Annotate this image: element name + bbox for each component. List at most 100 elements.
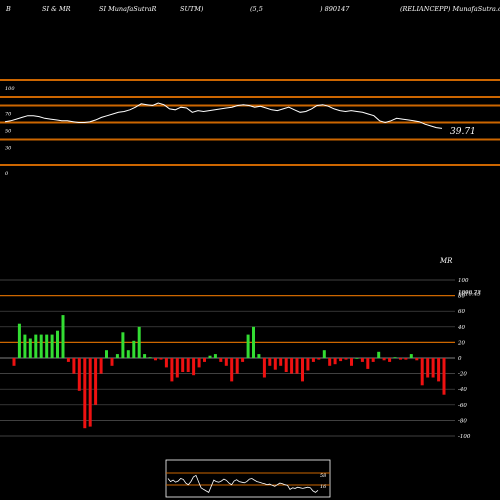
- mrsi-bar-positive: [115, 354, 119, 358]
- mrsi-bar-negative: [388, 358, 392, 362]
- mrsi-bar-positive: [132, 340, 136, 358]
- mrsi-bar-negative: [241, 358, 245, 362]
- mrsi-overlap-label: 1000.73: [458, 290, 481, 296]
- mrsi-bar-negative: [431, 358, 435, 378]
- mrsi-bar-negative: [72, 358, 76, 374]
- mrsi-bar-positive: [34, 334, 38, 358]
- mrsi-bar-positive: [322, 350, 326, 358]
- mrsi-bar-negative: [437, 358, 441, 382]
- rsi-tick-label: 30: [5, 146, 12, 152]
- mrsi-bar-negative: [181, 358, 185, 372]
- mrsi-bar-positive: [252, 326, 255, 358]
- mrsi-bar-negative: [420, 358, 424, 386]
- mrsi-bar-negative: [66, 358, 70, 362]
- mrsi-bar-positive: [377, 351, 381, 358]
- mrsi-tick-label: -100: [458, 434, 471, 440]
- mrsi-bar-negative: [262, 358, 266, 378]
- mrsi-bar-negative: [442, 358, 446, 395]
- mrsi-bar-positive: [355, 358, 359, 359]
- mrsi-bar-positive: [409, 354, 413, 358]
- mrsi-bar-positive: [143, 354, 147, 358]
- mrsi-bar-negative: [88, 358, 92, 427]
- mrsi-bar-positive: [137, 326, 141, 358]
- mrsi-bar-negative: [219, 358, 223, 362]
- mrsi-bar-negative: [295, 358, 299, 374]
- mrsi-bar-negative: [371, 358, 375, 362]
- rsi-panel: 100 70 50 30 0 39.71: [0, 79, 500, 177]
- mrsi-bar-negative: [99, 358, 103, 374]
- header-col-5: (5,5: [250, 5, 263, 13]
- mrsi-tick-label: -60: [458, 403, 467, 409]
- mrsi-bar-positive: [28, 338, 32, 358]
- mrsi-tick-label: 60: [458, 309, 465, 315]
- mrsi-panel: 100 80 60 40 20 0 -20 -40 -60 -80 -100 MR 1000.73101…: [0, 257, 481, 440]
- mrsi-bar-negative: [197, 358, 201, 368]
- mrsi-bar-positive: [148, 357, 152, 358]
- mrsi-bar-positive: [50, 334, 54, 358]
- mrsi-bar-positive: [61, 315, 65, 358]
- header-col-7: (RELIANCEPP) MunafaSutra.com: [400, 5, 500, 13]
- mrsi-bar-negative: [426, 358, 430, 378]
- mrsi-bar-positive: [213, 354, 217, 358]
- mrsi-bar-positive: [56, 330, 59, 358]
- mrsi-bar-negative: [154, 358, 157, 361]
- rsi-value-label: 39.71: [450, 127, 476, 137]
- mrsi-tick-label: -80: [458, 418, 467, 424]
- mrsi-bar-positive: [246, 334, 250, 358]
- mrsi-bar-negative: [12, 358, 16, 366]
- mrsi-bar-negative: [404, 358, 408, 360]
- mrsi-bar-negative: [175, 358, 179, 378]
- mrsi-bar-positive: [393, 357, 397, 358]
- mrsi-bar-negative: [366, 358, 370, 369]
- header-col-3: SI MunafaSutraR: [99, 5, 157, 13]
- mrsi-bar-negative: [284, 358, 288, 372]
- mrsi-bar-negative: [159, 358, 163, 360]
- mrsi-bar-positive: [121, 332, 125, 358]
- header-col-1: B: [6, 5, 11, 13]
- mrsi-bar-negative: [328, 358, 332, 366]
- mrsi-bar-positive: [23, 334, 27, 358]
- mrsi-bar-negative: [230, 358, 234, 382]
- mrsi-bar-negative: [311, 358, 315, 362]
- mrsi-bar-negative: [77, 358, 81, 391]
- mrsi-bar-negative: [382, 358, 386, 361]
- mrsi-bar-negative: [360, 358, 364, 362]
- mrsi-overlap-label: 1010.45: [458, 292, 481, 298]
- mrsi-tick-label: 100: [458, 278, 469, 284]
- header-col-6: ) 890147: [320, 5, 350, 13]
- mrsi-bar-negative: [339, 358, 343, 362]
- mrsi-bar-negative: [415, 358, 419, 361]
- mrsi-bar-negative: [94, 358, 98, 405]
- mrsi-bar-negative: [203, 358, 206, 362]
- mrsi-bar-negative: [224, 358, 228, 366]
- header-col-4: SUTM): [180, 5, 204, 13]
- mrsi-bar-negative: [170, 358, 174, 382]
- mrsi-bar-positive: [17, 323, 21, 358]
- mrsi-bar-positive: [208, 355, 212, 358]
- header-col-2: SI & MR: [42, 5, 71, 13]
- mrsi-bar-negative: [235, 358, 239, 374]
- mrsi-bar-negative: [192, 358, 196, 376]
- rsi-tick-label: 0: [5, 171, 9, 177]
- mrsi-title: MR: [439, 257, 453, 265]
- mrsi-tick-label: 0: [458, 356, 462, 362]
- mrsi-bar-positive: [45, 334, 49, 358]
- mrsi-bar-negative: [399, 358, 402, 360]
- mrsi-bar-negative: [110, 358, 114, 366]
- mrsi-tick-label: -40: [458, 387, 467, 393]
- mrsi-bar-negative: [333, 358, 337, 365]
- rsi-tick-label: 100: [5, 86, 15, 92]
- mrsi-bar-negative: [268, 358, 272, 366]
- mrsi-bar-negative: [301, 358, 304, 382]
- mrsi-tick-label: 40: [457, 325, 465, 331]
- mrsi-bar-negative: [344, 358, 348, 360]
- mini-panel-frame: [165, 459, 331, 498]
- mrsi-bar-negative: [350, 358, 353, 366]
- mrsi-tick-label: 20: [457, 340, 465, 346]
- mrsi-bar-negative: [290, 358, 294, 374]
- mrsi-tick-label: 80: [458, 294, 465, 300]
- rsi-tick-label: 70: [5, 112, 12, 118]
- mrsi-tick-label: -20: [458, 372, 467, 378]
- mrsi-bar-negative: [279, 358, 283, 366]
